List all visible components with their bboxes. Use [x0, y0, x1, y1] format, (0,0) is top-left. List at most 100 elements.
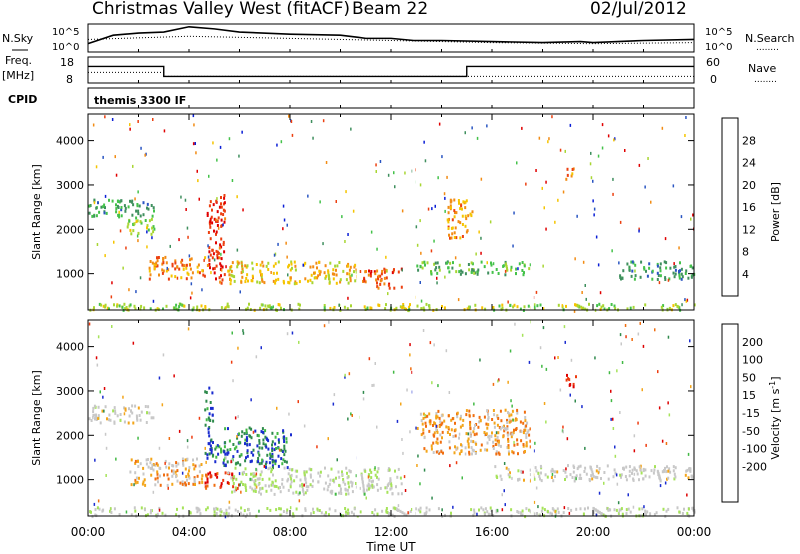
heatmap-cell — [494, 434, 497, 438]
heatmap-cell — [495, 452, 498, 456]
heatmap-cell — [346, 272, 349, 276]
heatmap-cell — [684, 134, 686, 137]
heatmap-cell — [519, 307, 522, 311]
heatmap-cell — [105, 474, 107, 477]
heatmap-cell — [278, 440, 280, 444]
heatmap-cell — [616, 369, 618, 373]
heatmap-cell — [627, 507, 630, 511]
heatmap-cell — [310, 273, 313, 277]
x-tick-label: 08:00 — [273, 525, 308, 539]
heatmap-cell — [155, 515, 158, 519]
heatmap-cell — [102, 304, 105, 308]
heatmap-cell — [486, 409, 489, 413]
heatmap-cell — [344, 240, 346, 243]
x-tick-label: 20:00 — [576, 525, 611, 539]
heatmap-cell — [240, 480, 243, 484]
heatmap-cell — [638, 163, 641, 167]
heatmap-cell — [504, 427, 507, 431]
heatmap-cell — [327, 270, 330, 274]
heatmap-cell — [261, 446, 264, 450]
heatmap-cell — [129, 123, 131, 127]
heatmap-cell — [252, 430, 255, 434]
heatmap-cell — [428, 307, 431, 310]
heatmap-cell — [648, 475, 651, 479]
heatmap-cell — [350, 127, 352, 131]
heatmap-cell — [174, 470, 177, 474]
heatmap-cell — [236, 436, 239, 440]
heatmap-cell — [128, 304, 131, 308]
heatmap-cell — [224, 441, 227, 445]
heatmap-cell — [508, 418, 511, 422]
heatmap-cell — [489, 220, 492, 224]
heatmap-cell — [487, 423, 490, 427]
heatmap-cell — [509, 349, 512, 353]
heatmap-cell — [672, 465, 675, 469]
heatmap-cell — [155, 261, 158, 265]
heatmap-cell — [460, 269, 463, 273]
heatmap-cell — [210, 474, 213, 478]
heatmap-cell — [665, 509, 668, 513]
heatmap-cell — [641, 388, 643, 392]
heatmap-cell — [156, 476, 159, 480]
heatmap-cell — [245, 489, 248, 492]
heatmap-cell — [510, 268, 513, 272]
heatmap-cell — [426, 414, 429, 418]
heatmap-cell — [480, 506, 483, 510]
heatmap-cell — [156, 259, 159, 263]
heatmap-cell — [337, 470, 340, 474]
heatmap-cell — [644, 474, 647, 478]
heatmap-cell — [497, 379, 499, 383]
heatmap-cell — [218, 246, 221, 250]
heatmap-cell — [619, 276, 622, 279]
heatmap-cell — [196, 474, 199, 478]
heatmap-cell — [404, 171, 406, 175]
heatmap-cell — [294, 264, 297, 268]
heatmap-cell — [353, 512, 355, 516]
heatmap-cell — [262, 438, 265, 442]
heatmap-cell — [659, 269, 662, 273]
heatmap-cell — [552, 508, 555, 512]
heatmap-cell — [154, 463, 157, 467]
heatmap-cell — [389, 487, 392, 491]
heatmap-cell — [258, 281, 261, 285]
heatmap-cell — [616, 482, 619, 486]
heatmap-cell — [134, 461, 137, 465]
heatmap-cell — [469, 426, 472, 430]
heatmap-cell — [237, 346, 239, 350]
heatmap-cell — [106, 306, 109, 310]
heatmap-cell — [136, 417, 139, 420]
x-tick-label: 16:00 — [475, 525, 510, 539]
heatmap-cell — [207, 431, 210, 435]
heatmap-cell — [436, 271, 439, 275]
heatmap-cell — [523, 410, 526, 414]
heatmap-cell — [450, 511, 452, 515]
heatmap-cell — [632, 478, 635, 482]
heatmap-cell — [209, 266, 211, 270]
heatmap-cell — [507, 437, 510, 441]
heatmap-cell — [612, 427, 615, 430]
heatmap-cell — [251, 478, 254, 482]
heatmap-cell — [525, 424, 528, 428]
heatmap-cell — [621, 512, 624, 516]
heatmap-cell — [153, 266, 156, 270]
heatmap-cell — [606, 464, 609, 468]
heatmap-cell — [385, 303, 387, 307]
heatmap-cell — [594, 475, 597, 479]
heatmap-cell — [114, 411, 117, 415]
heatmap-cell — [639, 468, 642, 472]
heatmap-cell — [213, 483, 216, 487]
heatmap-cell — [221, 278, 224, 282]
heatmap-cell — [220, 252, 222, 256]
heatmap-cell — [213, 266, 216, 270]
power-colorbar-tick: 4 — [742, 268, 749, 281]
heatmap-cell — [541, 506, 544, 510]
heatmap-cell — [138, 476, 140, 480]
heatmap-cell — [347, 417, 349, 421]
heatmap-cell — [393, 268, 395, 272]
heatmap-cell — [585, 472, 588, 476]
heatmap-cell — [142, 472, 145, 476]
heatmap-cell — [120, 208, 123, 212]
heatmap-cell — [274, 252, 277, 256]
heatmap-cell — [241, 472, 244, 476]
heatmap-cell — [248, 434, 251, 438]
